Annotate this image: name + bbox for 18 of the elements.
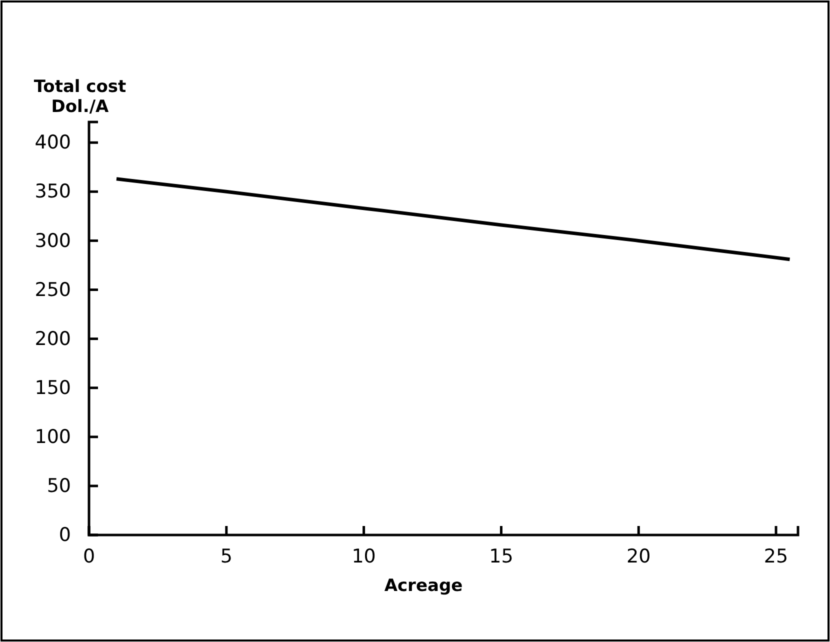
y-tick-label: 300	[34, 230, 71, 252]
x-tick-label: 20	[626, 545, 651, 568]
x-axis-title: Acreage	[384, 576, 463, 596]
x-tick-label: 10	[352, 545, 376, 568]
y-tick-label: 100	[34, 426, 71, 448]
y-tick-label: 200	[34, 328, 71, 350]
y-tick-label: 350	[34, 180, 71, 203]
x-tick-label: 15	[489, 545, 514, 568]
line-series	[114, 177, 792, 262]
y-tick-label: 150	[34, 376, 71, 399]
y-tick-label: 400	[34, 132, 71, 154]
y-tick-label: 50	[46, 475, 71, 498]
x-tick-label: 5	[220, 545, 232, 568]
x-tick-label: 0	[82, 545, 96, 568]
y-axis-title: Total cost Dol./A	[34, 77, 126, 117]
y-tick-label: 250	[34, 278, 71, 301]
y-tick-label: 0	[58, 524, 71, 546]
x-tick-label: 25	[764, 545, 788, 568]
